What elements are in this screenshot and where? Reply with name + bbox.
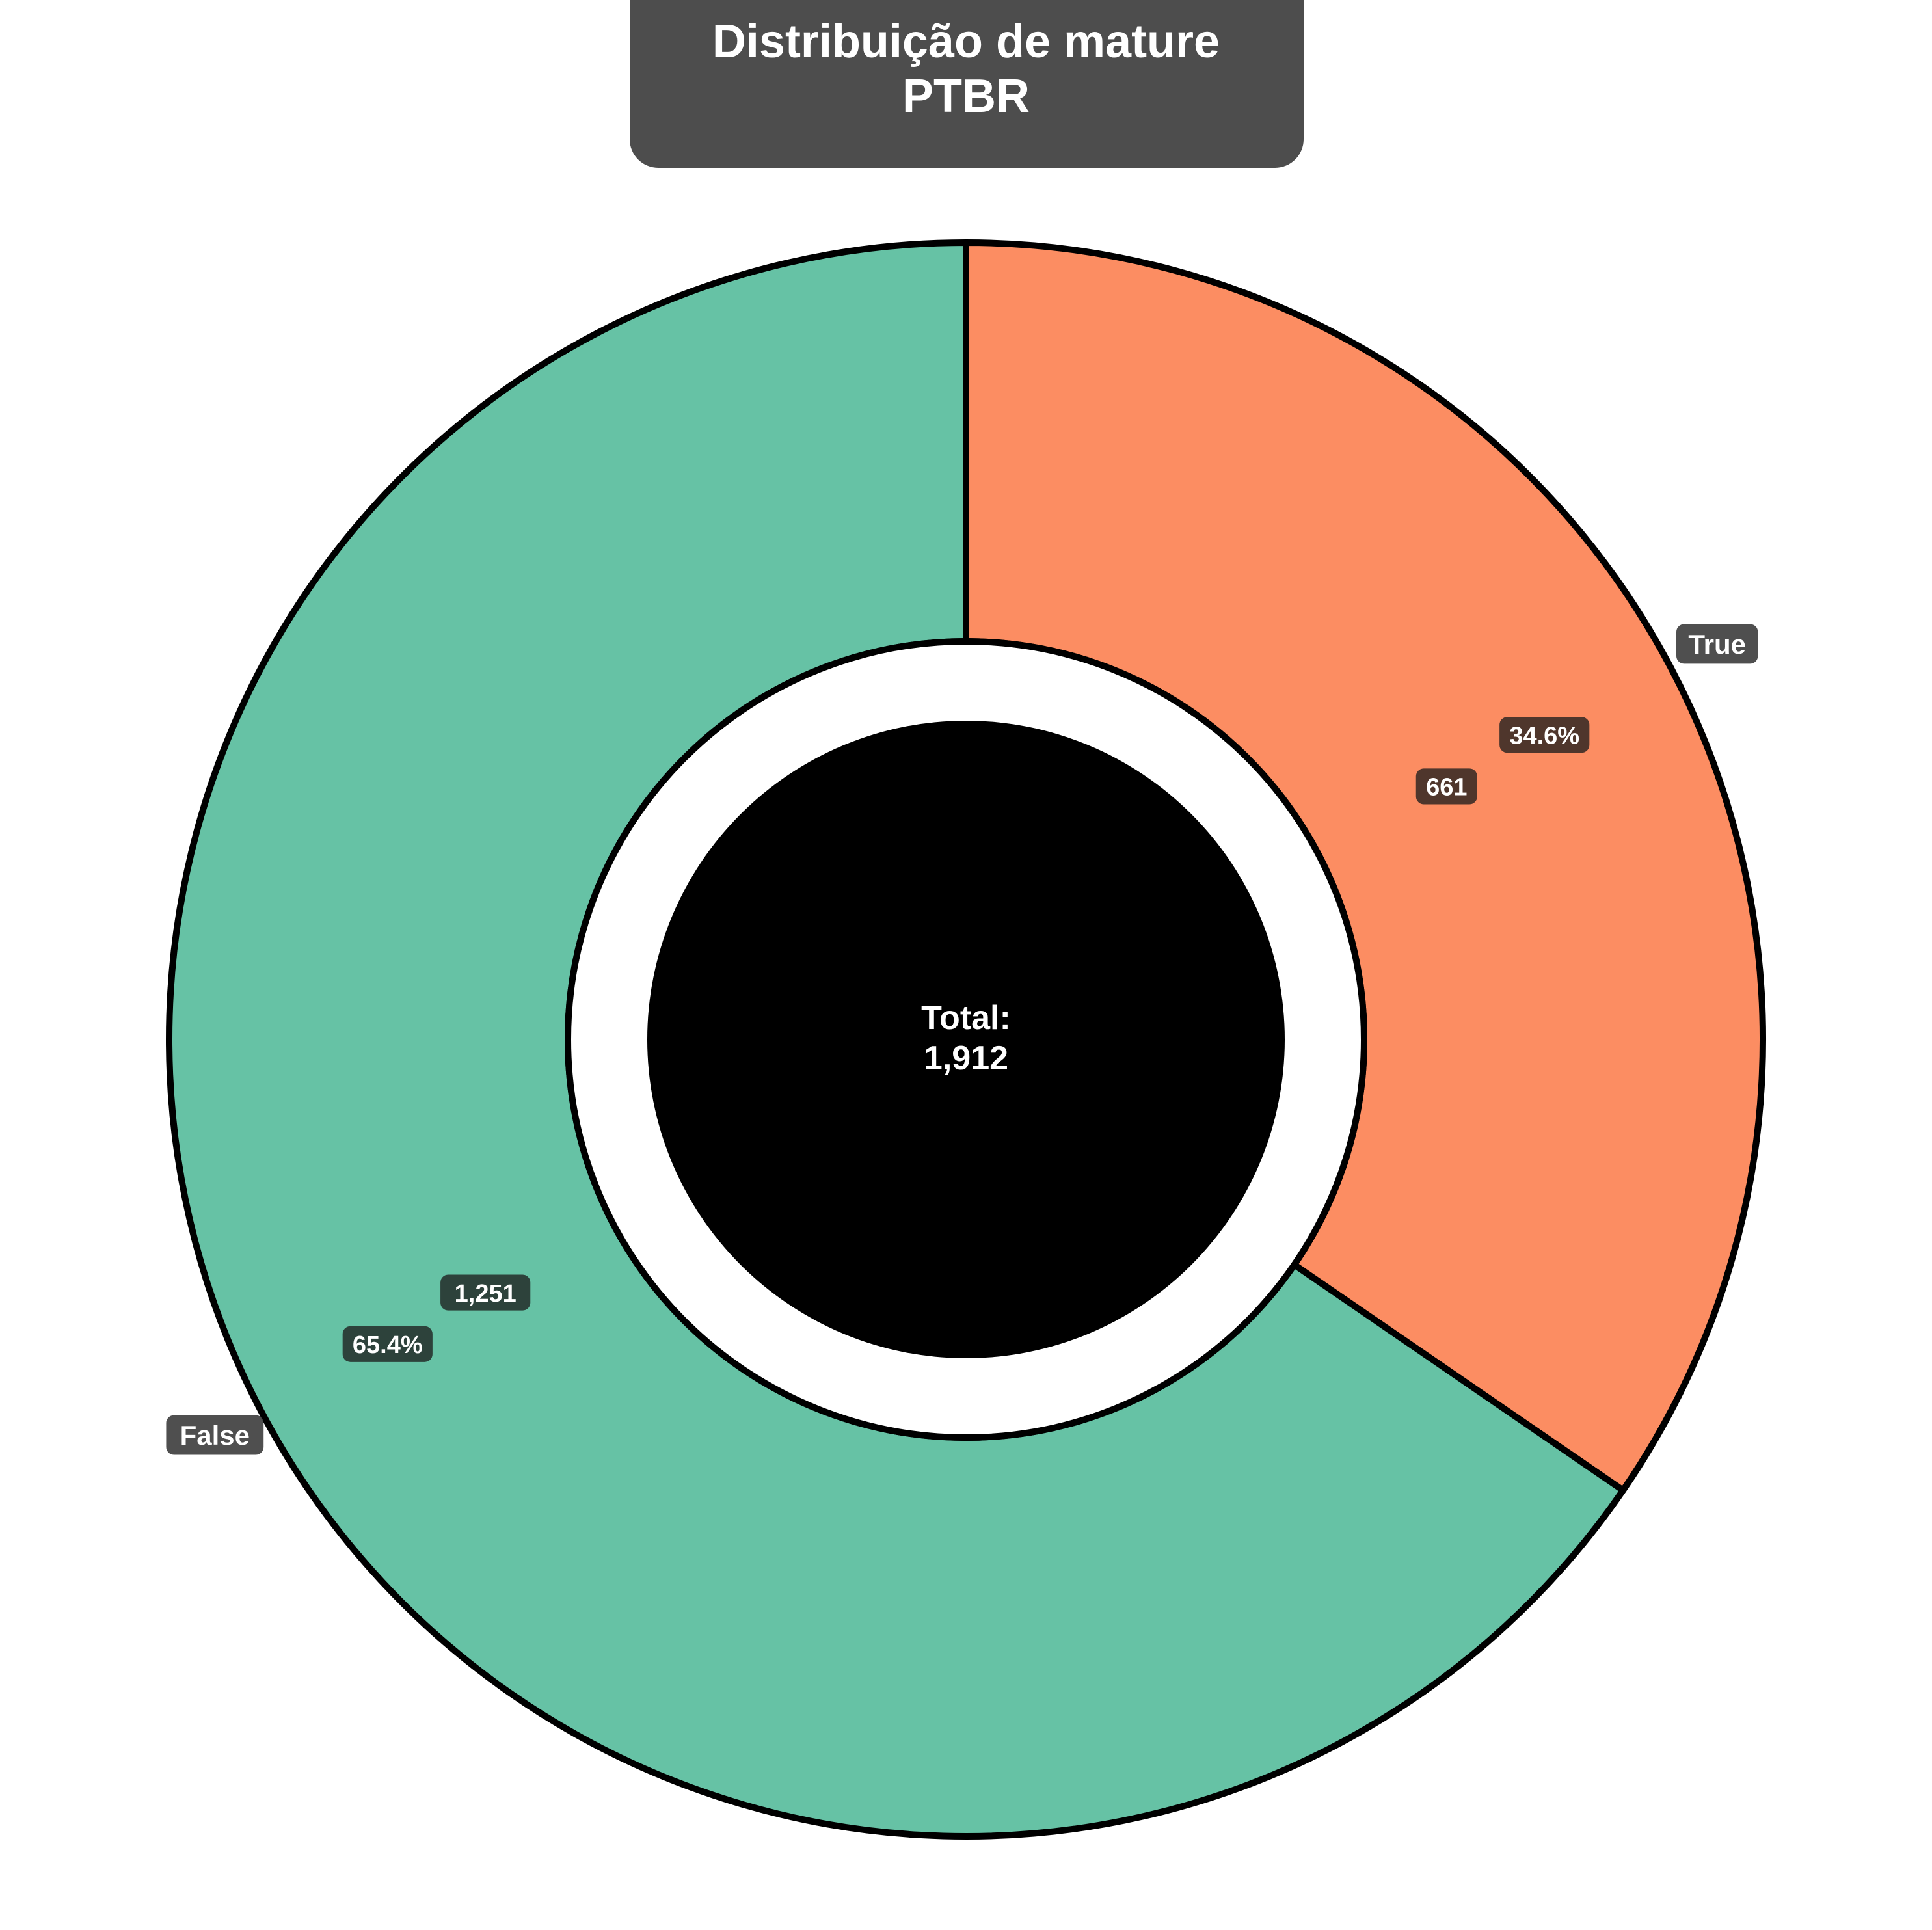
value-label-true: 661 xyxy=(1415,768,1477,805)
percent-label-true: 34.6% xyxy=(1499,717,1590,753)
center-label-line: Total: xyxy=(921,999,1011,1037)
value-label-box xyxy=(1415,768,1477,805)
chart-title: Distribuição de mature PTBR xyxy=(630,0,1304,168)
value-label-text: 661 xyxy=(1426,774,1467,801)
chart-title-line: Distribuição de mature xyxy=(712,16,1220,68)
category-label-false: False xyxy=(166,1415,264,1455)
pie-labels: True 34.6% 661 False 65.4% 1,251 xyxy=(166,624,1758,1455)
center-total-label: Total: 1,912 xyxy=(921,999,1011,1077)
chart-title-line: PTBR xyxy=(902,70,1030,122)
category-label-box xyxy=(166,1415,264,1455)
center-label-line: 1,912 xyxy=(924,1039,1008,1077)
category-label-box xyxy=(1676,624,1758,664)
center-circle xyxy=(647,721,1285,1358)
title-box xyxy=(630,0,1304,168)
value-label-text: 1,251 xyxy=(455,1280,517,1307)
chart-title-text: Distribuição de mature PTBR xyxy=(712,16,1220,122)
percent-label-box xyxy=(1499,717,1590,753)
category-label-text: True xyxy=(1688,629,1746,660)
percent-label-text: 34.6% xyxy=(1509,722,1579,749)
category-label-true: True xyxy=(1676,624,1758,664)
donut-hole xyxy=(565,638,1367,1441)
percent-label-false: 65.4% xyxy=(342,1326,433,1362)
value-label-false: 1,251 xyxy=(440,1274,531,1311)
percent-label-box xyxy=(342,1326,433,1362)
category-label-text: False xyxy=(180,1420,250,1451)
percent-label-text: 65.4% xyxy=(353,1332,423,1359)
value-label-box xyxy=(440,1274,531,1311)
